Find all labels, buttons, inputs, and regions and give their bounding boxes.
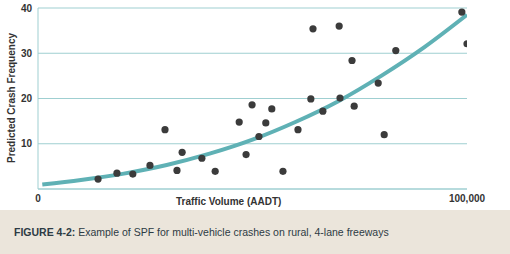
svg-text:100,000: 100,000 <box>449 193 486 204</box>
svg-text:40: 40 <box>21 3 33 14</box>
svg-text:20: 20 <box>21 93 33 104</box>
html-text:Traffic Volume (AADT): Traffic Volume (AADT) <box>176 196 282 207</box>
svg-text:30: 30 <box>21 48 33 59</box>
html-text:FIGURE 4-2: Example of SPF for: FIGURE 4-2: Example of SPF for multi-veh… <box>14 226 389 238</box>
svg-text:10: 10 <box>21 138 33 149</box>
svg-text:0: 0 <box>35 193 41 204</box>
html-text:Predicted Crash Frequency: Predicted Crash Frequency <box>5 33 17 163</box>
